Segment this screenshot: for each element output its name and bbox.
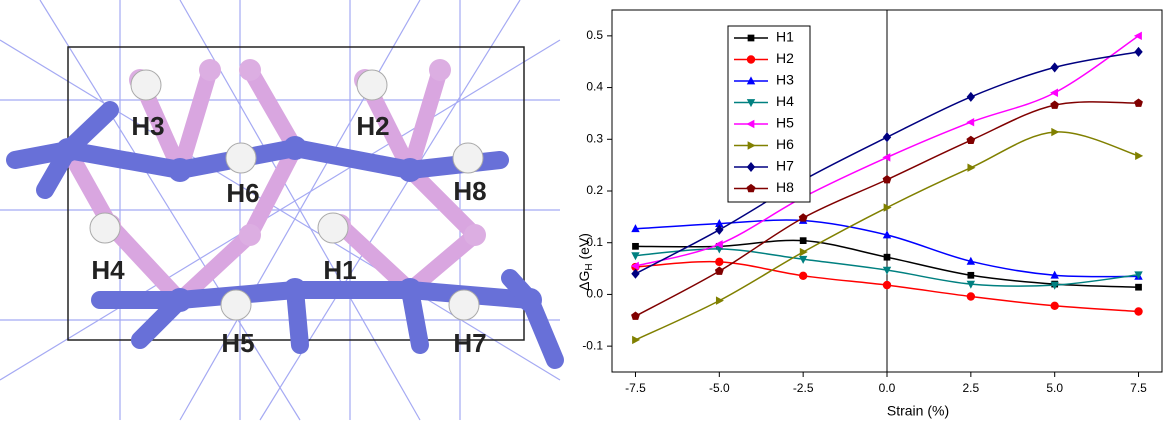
site-label: H8	[453, 176, 486, 206]
data-point	[800, 248, 808, 256]
site-label: H7	[453, 328, 486, 358]
x-axis-title: Strain (%)	[887, 403, 949, 419]
data-point	[882, 153, 890, 161]
data-point	[715, 267, 724, 275]
site-label: H6	[226, 178, 259, 208]
data-point	[883, 281, 891, 289]
data-point	[799, 272, 807, 280]
data-point	[1051, 128, 1059, 136]
data-point	[799, 213, 808, 221]
site-label: H2	[356, 111, 389, 141]
data-point	[966, 118, 974, 126]
data-point	[1134, 307, 1142, 315]
legend-label: H4	[776, 93, 794, 109]
data-point	[966, 136, 975, 144]
figure: Strain (%) ΔGH (eV) H3H2H6H8H4H1H5H7-0.1…	[0, 0, 1166, 430]
site-label: H5	[221, 328, 254, 358]
data-point	[631, 312, 640, 320]
data-point	[1135, 284, 1142, 291]
data-point	[632, 243, 639, 250]
y-tick-label: -0.1	[582, 338, 603, 352]
data-point	[800, 237, 807, 244]
x-tick-label: 7.5	[1130, 381, 1147, 395]
legend-marker	[748, 35, 755, 42]
y-tick-label: 0.1	[586, 235, 603, 249]
x-tick-label: -5.0	[709, 381, 730, 395]
x-tick-label: 2.5	[962, 381, 979, 395]
y-title-sub: H	[584, 263, 595, 270]
x-tick-label: 0.0	[879, 381, 896, 395]
legend-box	[728, 26, 810, 202]
y-tick-label: 0.5	[586, 28, 603, 42]
y-tick-label: 0.0	[586, 287, 603, 301]
data-point	[967, 92, 975, 102]
data-point	[632, 336, 640, 344]
legend-label: H6	[776, 136, 794, 152]
site-label: H1	[323, 255, 356, 285]
x-tick-label: 5.0	[1046, 381, 1063, 395]
legend-label: H5	[776, 115, 794, 131]
x-tick-label: -2.5	[793, 381, 814, 395]
data-point	[716, 296, 724, 304]
data-point	[1134, 98, 1143, 106]
legend-label: H7	[776, 158, 794, 174]
site-label: H4	[91, 255, 125, 285]
data-point	[884, 203, 892, 211]
data-point	[967, 292, 975, 300]
data-point	[1050, 302, 1058, 310]
x-tick-label: -7.5	[625, 381, 646, 395]
y-tick-label: 0.4	[586, 80, 603, 94]
y-tick-label: 0.2	[586, 183, 603, 197]
data-point	[1050, 62, 1058, 72]
data-point	[883, 132, 891, 142]
data-point	[967, 164, 975, 172]
pink-bonds	[68, 70, 475, 300]
data-point	[1134, 47, 1142, 57]
data-point	[1050, 89, 1058, 97]
site-label: H3	[131, 111, 164, 141]
y-tick-label: 0.3	[586, 131, 603, 145]
data-point	[883, 175, 892, 183]
legend-label: H3	[776, 72, 794, 88]
legend-label: H1	[776, 29, 794, 45]
data-point	[1050, 101, 1059, 109]
data-point	[715, 258, 723, 266]
data-point	[884, 254, 891, 261]
legend-label: H8	[776, 179, 794, 195]
legend-label: H2	[776, 50, 794, 66]
data-point	[1135, 152, 1143, 160]
data-point	[967, 272, 974, 279]
data-point	[631, 269, 639, 279]
data-point	[631, 252, 639, 260]
legend-marker	[747, 55, 755, 63]
